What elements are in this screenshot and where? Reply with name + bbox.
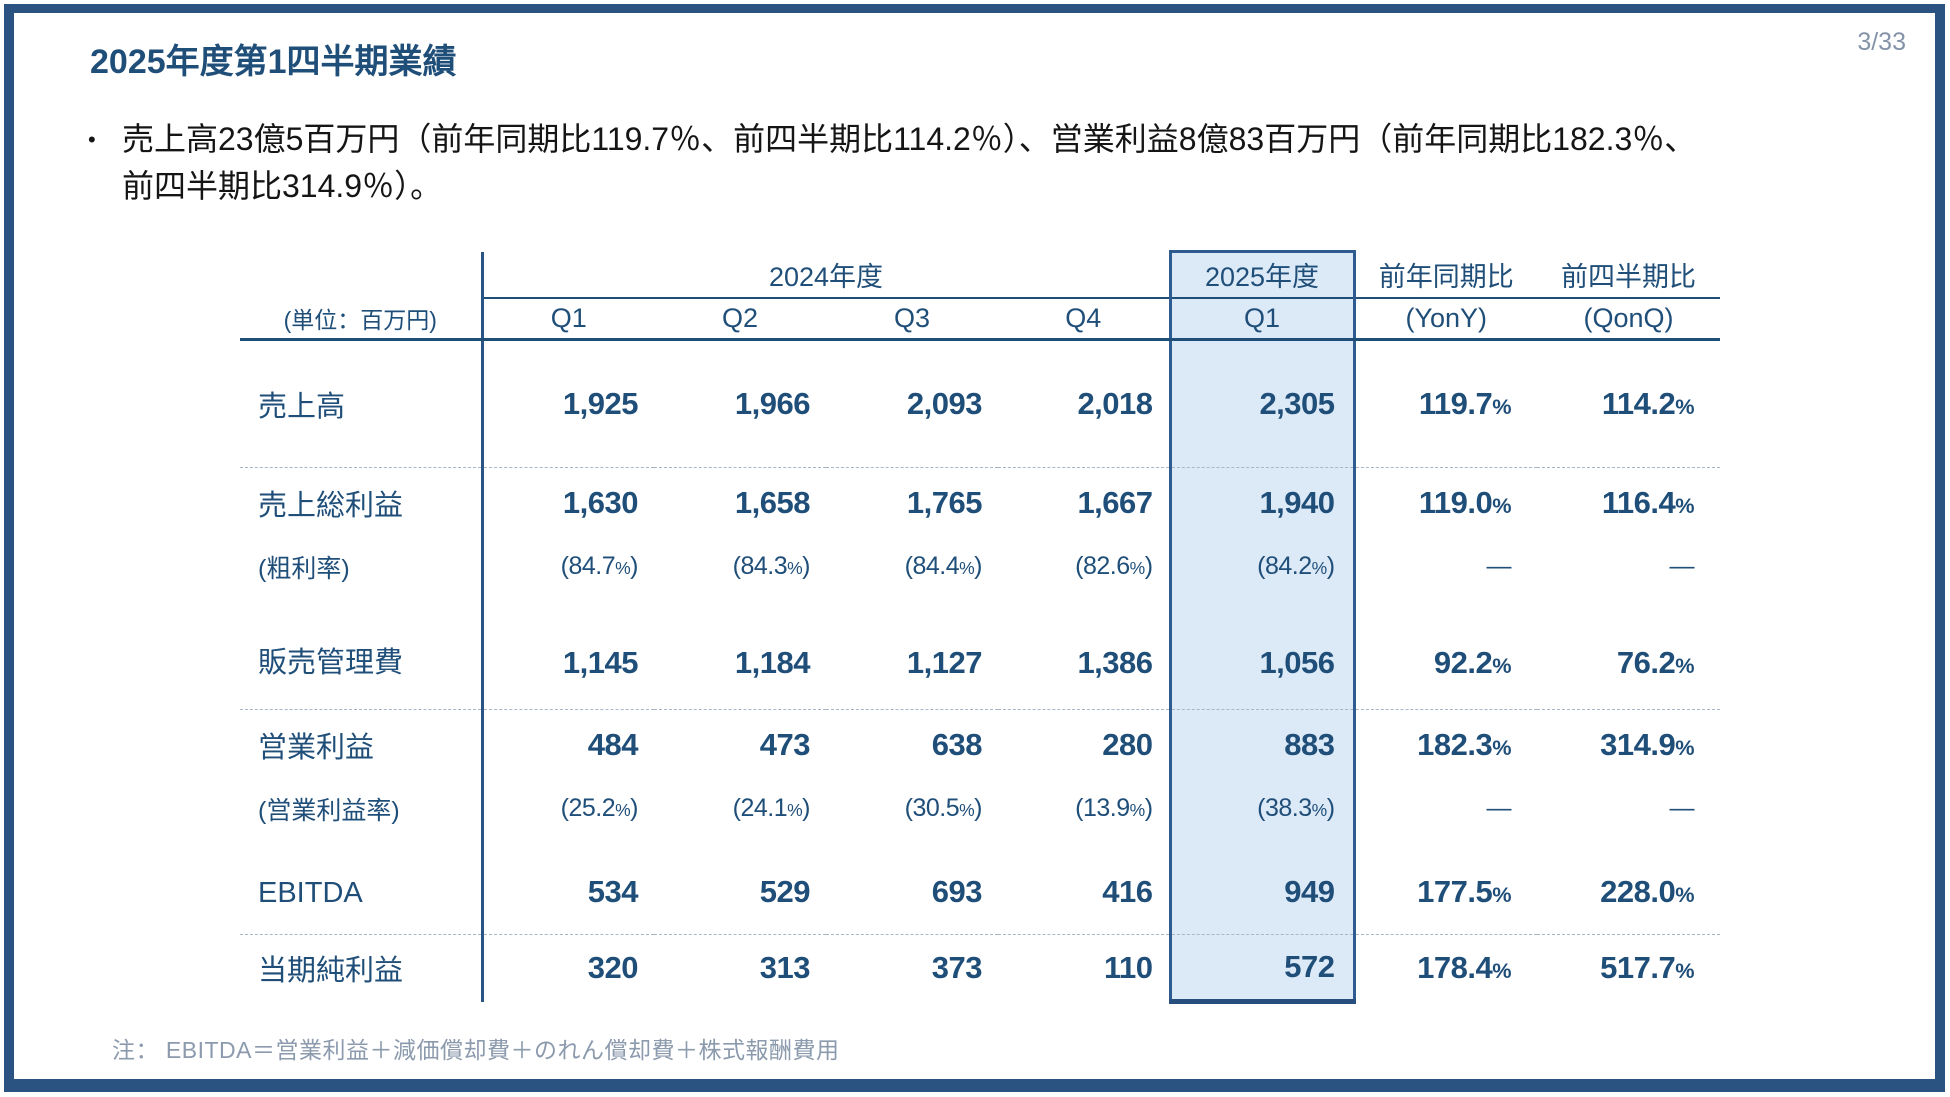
table-cell: 1,765: [906, 484, 983, 520]
table-cell: —: [1486, 794, 1512, 822]
table-cell: 529: [654, 837, 826, 935]
table-cell: 373: [931, 950, 983, 986]
table-row: (営業利益率) (25.2%) (24.1%) (30.5%) (13.9%) (38.3…: [240, 779, 1720, 838]
row-label: 販売管理費: [240, 595, 484, 710]
table-cell: —: [1486, 552, 1512, 580]
results-table-body: 売上高 1,925 1,966 2,093 2,018 2,305 119.7% 114.2%…: [240, 339, 1721, 1004]
row-label: 当期純利益: [240, 934, 484, 1002]
table-cell: 1,630: [562, 484, 639, 520]
table-cell: 119.0%: [1418, 484, 1512, 520]
table-cell: 182.3%: [1417, 726, 1512, 762]
header-yony: 前年同期比: [1354, 251, 1538, 299]
table-cell: 228.0%: [1537, 837, 1721, 935]
row-label: (粗利率): [240, 537, 484, 596]
col-header-q4: Q4: [998, 297, 1171, 341]
table-cell: —: [1669, 552, 1695, 580]
table-cell: 92.2%: [1354, 595, 1538, 710]
table-cell: 1,667: [1077, 484, 1153, 520]
table-cell: 1,966: [654, 339, 826, 468]
table-cell: 484: [587, 726, 639, 762]
header-qonq: 前四半期比: [1537, 251, 1721, 299]
table-cell: 2,305: [1168, 339, 1356, 468]
row-label: EBITDA: [240, 837, 484, 935]
col-header-q1: Q1: [482, 297, 654, 341]
table-cell: (25.2%): [560, 794, 639, 822]
table-row: 営業利益 484 473 638 280 883 182.3% 314.9%: [240, 709, 1720, 780]
bullet-icon: •: [88, 127, 96, 152]
bullet-line-2: 前四半期比314.9％）。: [122, 168, 443, 204]
table-cell: 517.7%: [1600, 950, 1695, 986]
table-cell: (13.9%): [1075, 794, 1153, 822]
col-header-q3: Q3: [826, 297, 998, 341]
table-cell: (30.5%): [904, 794, 983, 822]
table-cell: 1,127: [826, 595, 998, 710]
table-cell: 473: [759, 726, 811, 762]
table-cell: 416: [998, 837, 1171, 935]
table-cell: 1,145: [482, 595, 654, 710]
table-cell: 2,093: [826, 339, 998, 468]
quarterly-results-table: 2024年度 2025年度 前年同期比 前四半期比 (単位：百万円) Q1 Q2…: [240, 250, 1721, 1004]
page-number: 3/33: [1857, 28, 1906, 56]
table-cell: 177.5%: [1354, 837, 1538, 935]
table-cell: —: [1669, 794, 1695, 822]
page-title: 2025年度第1四半期業績: [90, 43, 457, 81]
table-header-group-row: 2024年度 2025年度 前年同期比 前四半期比: [240, 250, 1721, 299]
row-label: 売上高: [240, 339, 484, 468]
table-cell: (84.3%): [732, 552, 811, 580]
results-table-head-rows: 2024年度 2025年度 前年同期比 前四半期比 (単位：百万円) Q1 Q2…: [240, 250, 1721, 341]
table-cell: 572: [1168, 934, 1356, 1004]
table-cell: (84.4%): [904, 552, 983, 580]
table-cell: 1,056: [1168, 595, 1356, 710]
table-cell: (84.2%): [1168, 537, 1356, 596]
table-cell: 313: [759, 950, 811, 986]
table-cell: 116.4%: [1601, 484, 1695, 520]
table-cell: 883: [1168, 709, 1356, 780]
table-row: 販売管理費 1,145 1,184 1,127 1,386 1,056 92.2% 76.2%: [240, 595, 1721, 710]
table-cell: 320: [587, 950, 639, 986]
table-row: 売上高 1,925 1,966 2,093 2,018 2,305 119.7% 114.2%: [240, 339, 1721, 468]
table-row: EBITDA 534 529 693 416 949 177.5% 228.0%: [240, 837, 1721, 935]
row-label: 売上総利益: [240, 467, 484, 538]
col-header-yony: (YonY): [1354, 297, 1538, 341]
col-header-qonq: (QonQ): [1537, 297, 1721, 341]
header-empty-cell: [240, 251, 484, 298]
table-cell: 119.7%: [1354, 339, 1538, 468]
bullet-text: 売上高23億5百万円（前年同期比119.7％、前四半期比114.2％）、営業利益…: [122, 116, 1878, 210]
summary-bullet: • 売上高23億5百万円（前年同期比119.7％、前四半期比114.2％）、営業…: [88, 116, 1878, 210]
table-cell: 110: [1104, 950, 1153, 986]
table-cell: 693: [826, 837, 998, 935]
table-cell: 2,018: [998, 339, 1171, 468]
table-cell: 1,184: [654, 595, 826, 710]
col-header-q2: Q2: [654, 297, 826, 341]
table-header-quarter-row: (単位：百万円) Q1 Q2 Q3 Q4 Q1 (YonY) (QonQ): [240, 297, 1721, 341]
table-cell: 534: [482, 837, 654, 935]
table-cell: 1,658: [734, 484, 811, 520]
table-cell: 178.4%: [1417, 950, 1512, 986]
col-header-fy2025-q1: Q1: [1168, 297, 1356, 341]
header-fy2025: 2025年度: [1168, 250, 1356, 299]
footnote: 注： EBITDA＝営業利益＋減価償却費＋のれん償却費＋株式報酬費用: [112, 1037, 840, 1063]
table-cell: 314.9%: [1600, 726, 1695, 762]
table-cell: 280: [1102, 726, 1153, 762]
table-cell: 1,940: [1168, 467, 1356, 538]
table-row: (粗利率) (84.7%) (84.3%) (84.4%) (82.6%) (84.2%)…: [240, 537, 1720, 596]
table-cell: 949: [1168, 837, 1356, 935]
bullet-line-1: 売上高23億5百万円（前年同期比119.7％、前四半期比114.2％）、営業利益…: [122, 121, 1697, 157]
table-row: 売上総利益 1,630 1,658 1,765 1,667 1,940 119.0% 116.…: [240, 467, 1720, 538]
table-cell: 1,386: [998, 595, 1171, 710]
table-cell: 1,925: [482, 339, 654, 468]
table-cell: (82.6%): [1075, 552, 1153, 580]
table-row: 当期純利益 320 313 373 110 572 178.4% 517.7%: [240, 934, 1720, 1004]
table-cell: (38.3%): [1168, 779, 1356, 838]
table-cell: 76.2%: [1537, 595, 1721, 710]
row-label: (営業利益率): [240, 779, 484, 838]
header-fy2024: 2024年度: [482, 251, 1171, 299]
table-cell: 114.2%: [1537, 339, 1721, 468]
row-label: 営業利益: [240, 709, 484, 780]
table-cell: (24.1%): [732, 794, 811, 822]
unit-label: (単位：百万円): [240, 297, 484, 341]
table-cell: (84.7%): [560, 552, 639, 580]
table-cell: 638: [931, 726, 983, 762]
